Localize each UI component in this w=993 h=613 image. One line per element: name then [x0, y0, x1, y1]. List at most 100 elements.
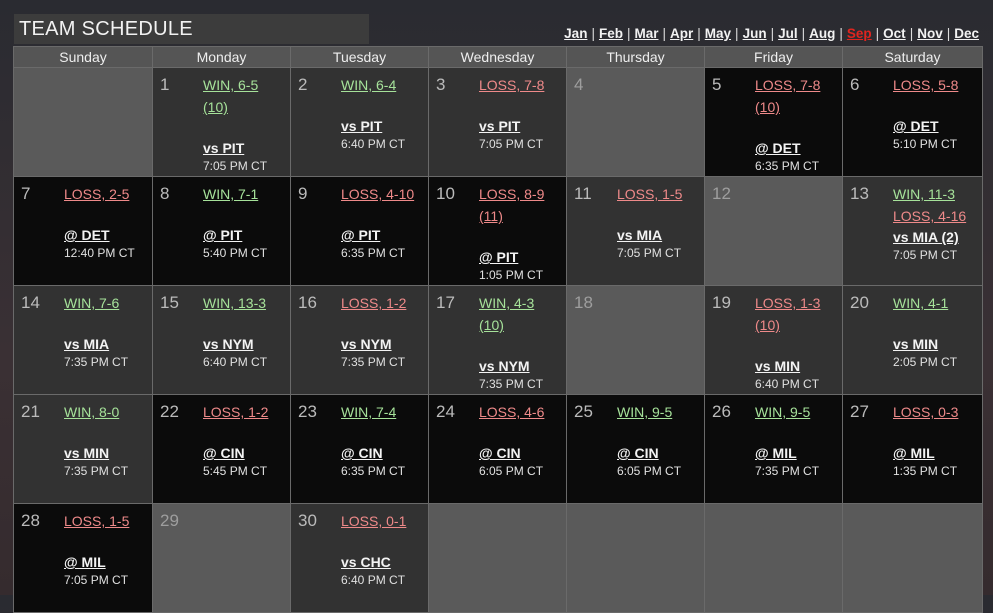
month-link-jun[interactable]: Jun — [742, 26, 767, 41]
game-time: 7:05 PM CT — [203, 159, 268, 173]
game-result-link[interactable]: LOSS, 1-2 — [341, 295, 407, 311]
month-link-may[interactable]: May — [704, 26, 732, 41]
game-result-link[interactable]: LOSS, 0-1 — [341, 513, 407, 529]
opponent-link[interactable]: @ MIL — [755, 445, 797, 461]
opponent-link[interactable]: @ PIT — [203, 227, 243, 243]
day-cell-3: 3 LOSS, 7-8 vs PIT 7:05 PM CT — [428, 67, 567, 177]
game-time: 2:05 PM CT — [893, 355, 958, 369]
month-separator: | — [839, 26, 843, 41]
game-result-link[interactable]: LOSS, 7-8 — [755, 77, 821, 93]
month-link-mar[interactable]: Mar — [634, 26, 659, 41]
day-cell-29: 29 — [152, 503, 291, 613]
game-result-link[interactable]: LOSS, 7-8 — [479, 77, 545, 93]
game-result-link[interactable]: LOSS, 1-3 — [755, 295, 821, 311]
day-cell-27: 27 LOSS, 0-3 @ MIL 1:35 PM CT — [842, 394, 983, 504]
extra-innings-link[interactable]: (10) — [203, 99, 228, 115]
day-number: 7 — [21, 184, 31, 203]
spacer — [755, 423, 838, 443]
game-result-link[interactable]: LOSS, 4-16 — [893, 208, 967, 224]
games-block: WIN, 4-3 (10) vs NYM 7:35 PM CT — [479, 292, 562, 392]
month-link-nov[interactable]: Nov — [917, 26, 943, 41]
opponent-link[interactable]: @ CIN — [341, 445, 383, 461]
games-block: LOSS, 1-2 vs NYM 7:35 PM CT — [341, 292, 424, 370]
month-link-aug[interactable]: Aug — [809, 26, 836, 41]
opponent-link[interactable]: vs CHC — [341, 554, 391, 570]
extra-innings-link[interactable]: (10) — [755, 99, 780, 115]
opponent-link[interactable]: @ MIL — [64, 554, 106, 570]
game-result-link[interactable]: WIN, 11-3 — [893, 186, 955, 202]
game-result-link[interactable]: WIN, 6-5 — [203, 77, 259, 93]
month-separator: | — [626, 26, 631, 41]
opponent-link[interactable]: vs NYM — [479, 358, 530, 374]
opponent-link[interactable]: vs NYM — [341, 336, 392, 352]
game-result-link[interactable]: LOSS, 1-5 — [617, 186, 683, 202]
opponent-link[interactable]: vs PIT — [479, 118, 521, 134]
spacer — [341, 423, 424, 443]
month-link-jan[interactable]: Jan — [564, 26, 588, 41]
opponent-link[interactable]: @ CIN — [479, 445, 521, 461]
day-number: 3 — [436, 75, 446, 94]
opponent-link[interactable]: @ DET — [64, 227, 110, 243]
day-cell-1: 1 WIN, 6-5 (10) vs PIT 7:05 PM CT — [152, 67, 291, 177]
month-separator: | — [697, 26, 701, 41]
day-cell-17: 17 WIN, 4-3 (10) vs NYM 7:35 PM CT — [428, 285, 567, 395]
opponent-link[interactable]: vs MIN — [64, 445, 110, 461]
games-block: LOSS, 0-3 @ MIL 1:35 PM CT — [893, 401, 978, 479]
game-result-link[interactable]: LOSS, 1-5 — [64, 513, 130, 529]
game-result-link[interactable]: LOSS, 5-8 — [893, 77, 959, 93]
opponent-link[interactable]: vs PIT — [203, 140, 245, 156]
game-result-link[interactable]: WIN, 13-3 — [203, 295, 267, 311]
game-result-link[interactable]: WIN, 9-5 — [617, 404, 673, 420]
opponent-link[interactable]: @ DET — [755, 140, 801, 156]
opponent-link[interactable]: @ DET — [893, 118, 939, 134]
game-time: 6:05 PM CT — [479, 464, 544, 478]
game-result-link[interactable]: WIN, 9-5 — [755, 404, 811, 420]
day-number: 14 — [21, 293, 40, 312]
game-result-link[interactable]: WIN, 8-0 — [64, 404, 120, 420]
game-result-link[interactable]: LOSS, 4-10 — [341, 186, 415, 202]
opponent-link[interactable]: vs MIA — [64, 336, 110, 352]
opponent-link[interactable]: @ CIN — [617, 445, 659, 461]
extra-innings-link[interactable]: (10) — [479, 317, 504, 333]
game-result-link[interactable]: LOSS, 4-6 — [479, 404, 545, 420]
game-result-link[interactable]: WIN, 7-4 — [341, 404, 397, 420]
game-result-link[interactable]: LOSS, 2-5 — [64, 186, 130, 202]
opponent-link[interactable]: @ PIT — [479, 249, 519, 265]
game-result-link[interactable]: WIN, 4-3 — [479, 295, 535, 311]
games-block: LOSS, 1-5 @ MIL 7:05 PM CT — [64, 510, 148, 588]
month-link-feb[interactable]: Feb — [598, 26, 623, 41]
game-time: 7:35 PM CT — [64, 355, 129, 369]
game-result-link[interactable]: LOSS, 8-9 — [479, 186, 545, 202]
game-result-link[interactable]: WIN, 4-1 — [893, 295, 949, 311]
month-link-dec[interactable]: Dec — [954, 26, 979, 41]
month-link-apr[interactable]: Apr — [670, 26, 694, 41]
games-block: WIN, 8-0 vs MIN 7:35 PM CT — [64, 401, 148, 479]
game-time: 6:35 PM CT — [755, 159, 820, 173]
opponent-link[interactable]: vs MIN — [893, 336, 939, 352]
weekday-header-row: Sunday Monday Tuesday Wednesday Thursday Frid… — [13, 46, 983, 68]
games-block: WIN, 9-5 @ MIL 7:35 PM CT — [755, 401, 838, 479]
weekday-header-sunday: Sunday — [13, 46, 153, 68]
opponent-link[interactable]: @ CIN — [203, 445, 245, 461]
extra-innings-link[interactable]: (10) — [755, 317, 780, 333]
opponent-link[interactable]: vs NYM — [203, 336, 254, 352]
spacer — [617, 205, 700, 225]
game-result-link[interactable]: LOSS, 0-3 — [893, 404, 959, 420]
spacer — [341, 96, 424, 116]
opponent-link[interactable]: vs MIA — [617, 227, 663, 243]
game-result-link[interactable]: WIN, 7-1 — [203, 186, 259, 202]
opponent-link[interactable]: vs MIA (2) — [893, 229, 959, 245]
month-link-oct[interactable]: Oct — [883, 26, 906, 41]
opponent-link[interactable]: @ PIT — [341, 227, 381, 243]
opponent-link[interactable]: vs PIT — [341, 118, 383, 134]
month-link-jul[interactable]: Jul — [778, 26, 798, 41]
game-result-link[interactable]: LOSS, 1-2 — [203, 404, 269, 420]
opponent-link[interactable]: @ MIL — [893, 445, 935, 461]
day-number: 21 — [21, 402, 40, 421]
month-link-sep[interactable]: Sep — [846, 26, 872, 41]
game-result-link[interactable]: WIN, 6-4 — [341, 77, 397, 93]
opponent-link[interactable]: vs MIN — [755, 358, 801, 374]
game-result-link[interactable]: WIN, 7-6 — [64, 295, 120, 311]
day-number: 24 — [436, 402, 455, 421]
extra-innings-link[interactable]: (11) — [479, 208, 503, 224]
